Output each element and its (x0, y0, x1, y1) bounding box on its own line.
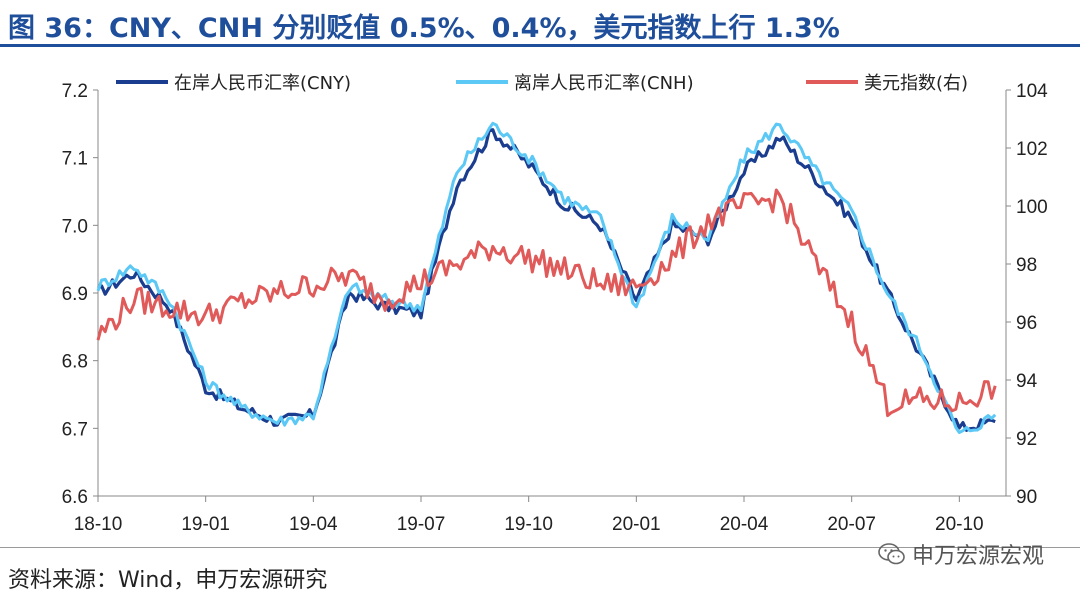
left-tick-label: 6.6 (62, 487, 88, 508)
left-tick-label: 7.1 (62, 149, 88, 170)
source-note: 资料来源：Wind，申万宏源研究 (8, 568, 328, 593)
left-tick-label: 6.7 (62, 419, 88, 440)
x-tick-label: 20-01 (612, 514, 661, 535)
x-tick-label: 20-04 (720, 514, 769, 535)
left-tick-label: 7.2 (62, 81, 88, 102)
left-tick-label: 6.8 (62, 352, 88, 373)
title-rule (0, 44, 1080, 47)
left-tick-label: 6.9 (62, 284, 88, 305)
chart-canvas: 6.6 6.7 6.8 6.9 7.0 7.1 7.2 90 92 94 96 98 100 102 104… (62, 73, 1049, 535)
watermark-text: 申万宏源宏观 (911, 544, 1044, 569)
right-tick-label: 102 (1016, 139, 1048, 160)
right-tick-label: 100 (1016, 197, 1048, 218)
cny-series-line (97, 128, 996, 432)
legend-label: 离岸人民币汇率(CNH) (514, 73, 694, 94)
cnh-series-line (96, 121, 997, 434)
watermark: 申万宏源宏观 (878, 538, 1044, 570)
legend-label: 美元指数(右) (864, 73, 968, 94)
right-tick-label: 92 (1016, 429, 1037, 450)
footer-rule (0, 547, 1080, 548)
x-tick-label: 19-01 (181, 514, 230, 535)
x-tick-label: 20-07 (827, 514, 876, 535)
x-tick-label: 19-10 (504, 514, 553, 535)
legend-label: 在岸人民币汇率(CNY) (174, 73, 351, 94)
x-tick-label: 20-10 (935, 514, 984, 535)
x-tick-label: 18-10 (74, 514, 123, 535)
right-tick-label: 90 (1016, 487, 1037, 508)
right-tick-label: 94 (1016, 371, 1038, 392)
chart-title: 图 36：CNY、CNH 分别贬值 0.5%、0.4%，美元指数上行 1.3% (8, 13, 840, 44)
right-tick-label: 104 (1016, 81, 1048, 102)
dxy-series-line (96, 188, 997, 418)
wechat-icon (878, 543, 905, 565)
x-tick-label: 19-07 (397, 514, 446, 535)
right-tick-label: 98 (1016, 255, 1037, 276)
x-tick-label: 19-04 (289, 514, 338, 535)
left-tick-label: 7.0 (62, 216, 88, 237)
right-tick-label: 96 (1016, 313, 1037, 334)
